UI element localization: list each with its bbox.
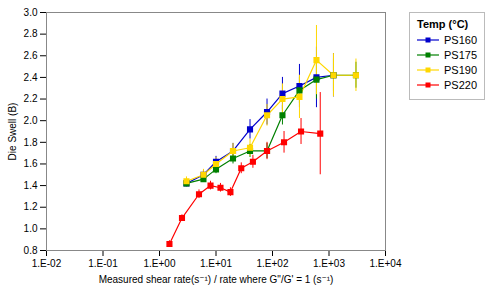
svg-text:2.2: 2.2 xyxy=(24,93,38,104)
svg-text:2.0: 2.0 xyxy=(24,115,38,126)
svg-text:2.6: 2.6 xyxy=(24,50,38,61)
html-text:PS190: PS190 xyxy=(444,64,477,76)
svg-text:3.0: 3.0 xyxy=(24,7,38,18)
html-text:Temp (°C): Temp (°C) xyxy=(417,18,469,30)
svg-text:1.6: 1.6 xyxy=(24,158,38,169)
svg-text:1.E+02: 1.E+02 xyxy=(257,258,289,269)
svg-text:1.E+01: 1.E+01 xyxy=(200,258,232,269)
svg-text:1.E-02: 1.E-02 xyxy=(32,258,62,269)
html-text:PS220: PS220 xyxy=(444,79,477,91)
svg-text:Measured shear rate(s⁻¹) / rat: Measured shear rate(s⁻¹) / rate where G"… xyxy=(99,274,334,285)
html-text:PS160: PS160 xyxy=(444,34,477,46)
svg-text:2.8: 2.8 xyxy=(24,28,38,39)
svg-text:1.E+04: 1.E+04 xyxy=(370,258,402,269)
svg-text:1.E+03: 1.E+03 xyxy=(313,258,345,269)
html-text:PS175: PS175 xyxy=(444,49,477,61)
svg-text:2.4: 2.4 xyxy=(24,72,38,83)
svg-text:0.8: 0.8 xyxy=(24,245,38,256)
svg-text:1.0: 1.0 xyxy=(24,223,38,234)
svg-text:1.4: 1.4 xyxy=(24,180,38,191)
svg-text:1.8: 1.8 xyxy=(24,137,38,148)
svg-text:1.E-01: 1.E-01 xyxy=(88,258,118,269)
svg-text:1.2: 1.2 xyxy=(24,201,38,212)
svg-text:Die Swell (B): Die Swell (B) xyxy=(7,103,18,161)
svg-text:1.E+00: 1.E+00 xyxy=(144,258,176,269)
